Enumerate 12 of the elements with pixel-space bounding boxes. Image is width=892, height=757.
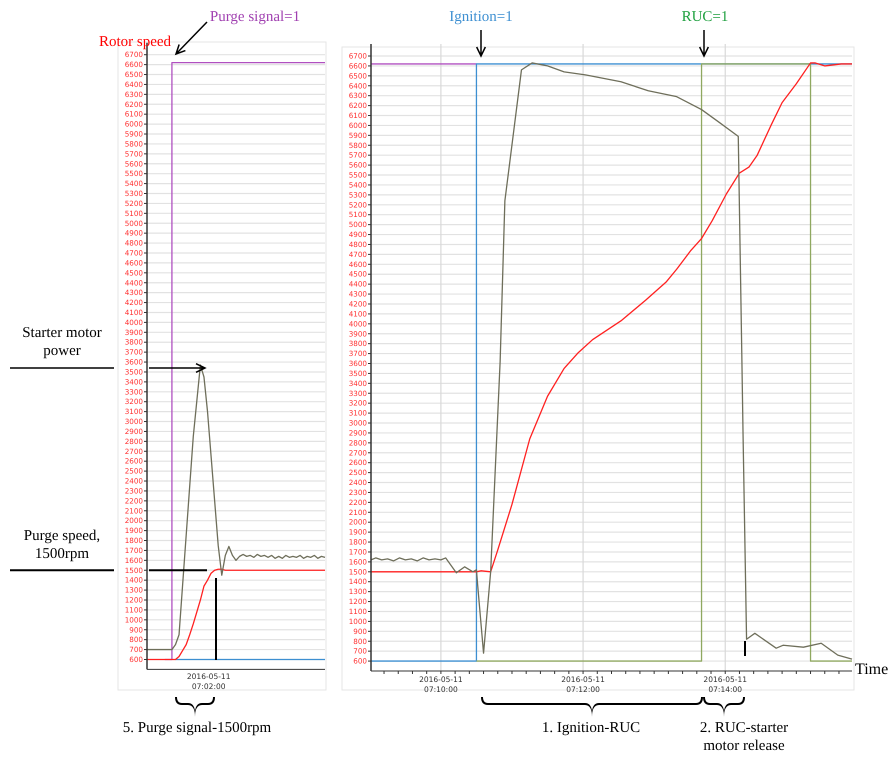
ref-line-label: Purge speed, 1500rpm: [24, 528, 100, 562]
x-axis-title: Time: [855, 661, 888, 678]
text: Starter motor power: [22, 325, 102, 359]
text: Ignition=1: [449, 9, 513, 25]
text: RUC=1: [682, 9, 728, 25]
text: 5. Purge signal-1500rpm: [122, 720, 272, 736]
line-series: [146, 568, 326, 660]
text: Purge signal=1: [210, 9, 300, 25]
text: 2. RUC-starter motor release: [700, 720, 788, 754]
text: Rotor speed: [98, 34, 172, 50]
text: 1. Ignition-RUC: [542, 720, 640, 736]
line-series: [146, 364, 326, 650]
